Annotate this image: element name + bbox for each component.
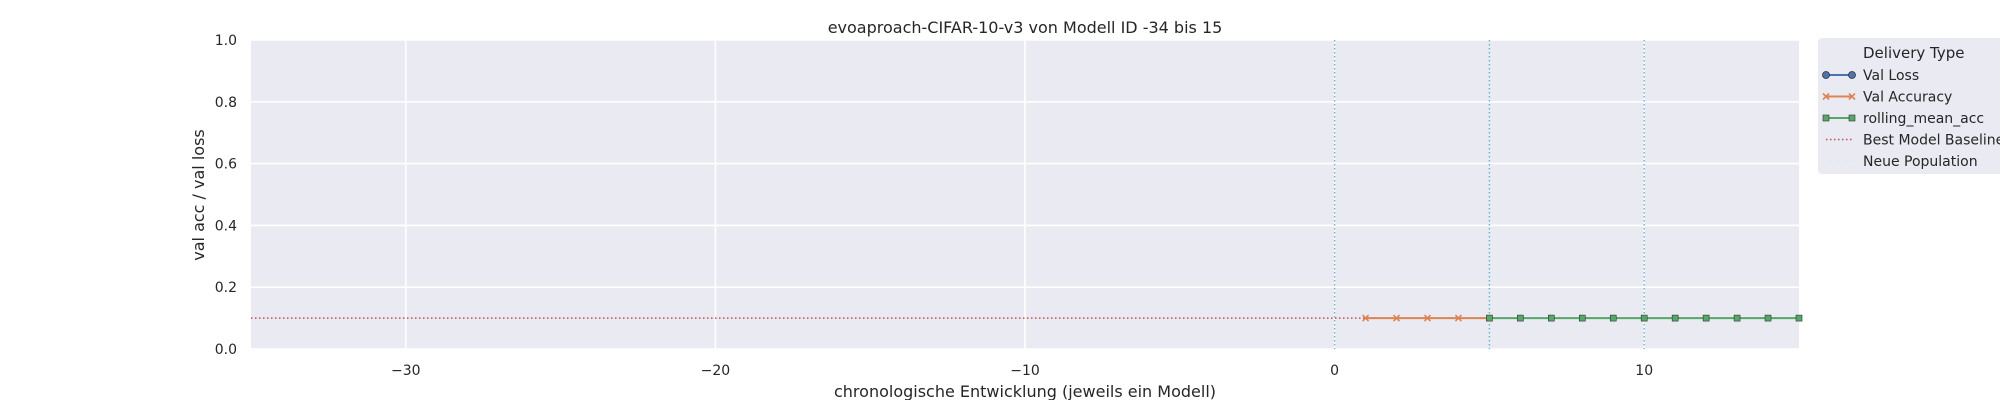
legend-marker [1848, 92, 1856, 101]
legend-box [1818, 38, 2000, 174]
y-tick-label: 0.4 [215, 218, 237, 234]
x-tick-labels: −30 −20 −10 0 10 [391, 363, 1653, 379]
legend-label: Val Loss [1863, 68, 1919, 84]
legend-item: Val Accuracy [1822, 90, 1952, 106]
legend-marker [1822, 71, 1830, 79]
legend-item: Neue Population [1826, 154, 1978, 170]
y-tick-label: 1.0 [215, 33, 237, 49]
legend-item: Val Loss [1822, 68, 1919, 84]
legend-label: Neue Population [1863, 154, 1978, 170]
data-point [1548, 314, 1555, 322]
y-tick-label: 0.8 [215, 95, 237, 111]
data-point [1671, 314, 1679, 322]
legend-label: Best Model Baseline [1863, 133, 2000, 149]
data-point [1454, 314, 1463, 322]
x-axis-label: chronologische Entwicklung (jeweils ein … [834, 382, 1216, 400]
legend-marker [1822, 92, 1830, 101]
y-axis-label: val acc / val loss [189, 129, 208, 260]
legend-marker [1848, 71, 1856, 79]
x-grid [404, 40, 1645, 349]
data-point [1486, 314, 1493, 322]
legend-items: Val Loss Val Accuracy rolling_mean_acc Best… [1822, 68, 2000, 170]
legend: Delivery Type Val Loss Val Accuracy rollin… [1818, 38, 2000, 174]
y-tick-labels: 0.0 0.2 0.4 0.6 0.8 1.0 [215, 33, 237, 358]
series [1361, 314, 1803, 322]
y-tick-label: 0.0 [215, 342, 237, 358]
population-lines [1333, 40, 1645, 349]
data-point [1702, 314, 1710, 322]
x-tick-label: 10 [1635, 363, 1653, 379]
x-tick-label: −30 [391, 363, 421, 379]
y-grid [251, 39, 1799, 350]
data-point [1578, 314, 1586, 322]
legend-title: Delivery Type [1863, 44, 1964, 62]
data-point [1764, 314, 1772, 322]
data-point [1609, 314, 1617, 322]
y-tick-label: 0.2 [215, 280, 237, 296]
legend-label: Val Accuracy [1863, 90, 1952, 106]
legend-label: rolling_mean_acc [1863, 111, 1984, 127]
x-tick-label: −10 [1010, 363, 1040, 379]
data-point [1423, 314, 1432, 322]
data-point [1795, 314, 1803, 322]
data-point [1733, 314, 1741, 322]
legend-marker [1822, 114, 1830, 122]
chart-title: evoaproach-CIFAR-10-v3 von Modell ID -34… [828, 18, 1223, 37]
legend-item: Best Model Baseline [1826, 133, 2000, 149]
data-point [1640, 314, 1648, 322]
data-point [1361, 314, 1370, 322]
x-tick-label: 0 [1330, 363, 1339, 379]
data-point [1517, 314, 1524, 322]
legend-marker [1848, 114, 1856, 122]
y-tick-label: 0.6 [215, 157, 237, 173]
legend-item: rolling_mean_acc [1822, 111, 1984, 127]
data-point [1392, 314, 1401, 322]
x-tick-label: −20 [701, 363, 731, 379]
